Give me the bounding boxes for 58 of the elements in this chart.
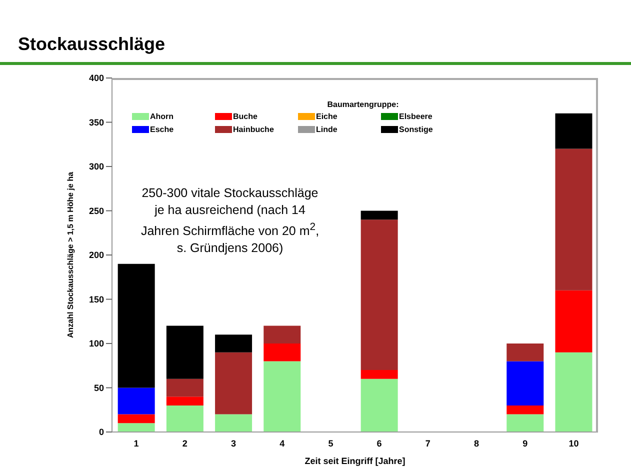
bar (215, 414, 252, 432)
bar (360, 378, 398, 432)
y-tick-label: 150 (88, 294, 104, 304)
bar (506, 414, 544, 432)
y-tick-label: 50 (94, 382, 104, 393)
legend-label: Hainbuche (233, 125, 274, 134)
bar (166, 326, 204, 379)
x-tick-label: 5 (328, 438, 334, 448)
bar (118, 388, 155, 414)
y-axis-title: Anzahl Stockausschläge > 1,5 m Höhe je ha (66, 171, 75, 338)
x-tick-label: 8 (474, 438, 480, 448)
y-tick-label: 400 (88, 73, 104, 84)
legend-label: Sonstige (399, 125, 433, 134)
bar (264, 326, 301, 344)
bar (264, 361, 301, 432)
x-tick-label: 3 (230, 438, 236, 448)
x-tick-label: 4 (280, 438, 285, 448)
legend-label: Ahorn (150, 112, 174, 121)
bar (166, 405, 204, 432)
x-tick-label: 1 (134, 438, 139, 448)
bar (360, 370, 398, 379)
x-tick-label: 10 (568, 438, 579, 448)
y-tick-label: 100 (88, 338, 104, 349)
x-tick-label: 6 (376, 438, 382, 448)
x-tick-label: 2 (182, 438, 188, 448)
text: 250-300 vitale Stockausschläge je ha ausreichend (nach 14 Jahren Schirmfläche von 20 m$^{2}$, s. Gründjens 2006) (140, 186, 320, 256)
y-tick-label: 350 (88, 117, 104, 128)
chart-title: Stockausschläge (18, 34, 166, 55)
legend-label: Elsbeere (399, 112, 432, 121)
legend-label: Esche (150, 125, 174, 134)
bar (506, 361, 544, 406)
y-tick-label: 200 (88, 250, 104, 260)
bar (360, 210, 398, 220)
bar (215, 334, 252, 352)
bar (555, 113, 592, 149)
bar (506, 405, 544, 414)
bar (166, 378, 204, 397)
bar (555, 352, 592, 432)
legend-label: Buche (233, 112, 258, 121)
x-tick-label: 7 (425, 438, 430, 448)
y-tick-label: 300 (88, 162, 104, 172)
legend-label: Linde (316, 125, 338, 134)
bar (555, 148, 592, 290)
legend-label: Eiche (316, 112, 338, 121)
bar (360, 220, 398, 370)
y-tick-label: 250 (88, 206, 104, 216)
bar (118, 264, 155, 388)
bar (506, 344, 544, 362)
y-tick-label: 0 (98, 427, 104, 438)
bar (215, 352, 252, 414)
bar (555, 290, 592, 352)
bar (118, 414, 155, 424)
legend-title: Baumartengruppe: (326, 100, 400, 109)
bar (166, 396, 204, 406)
bar (118, 423, 155, 432)
x-tick-label: 9 (522, 438, 528, 448)
bar (264, 344, 301, 362)
x-axis-title: Zeit seit Eingriff [Jahre] (304, 456, 406, 466)
